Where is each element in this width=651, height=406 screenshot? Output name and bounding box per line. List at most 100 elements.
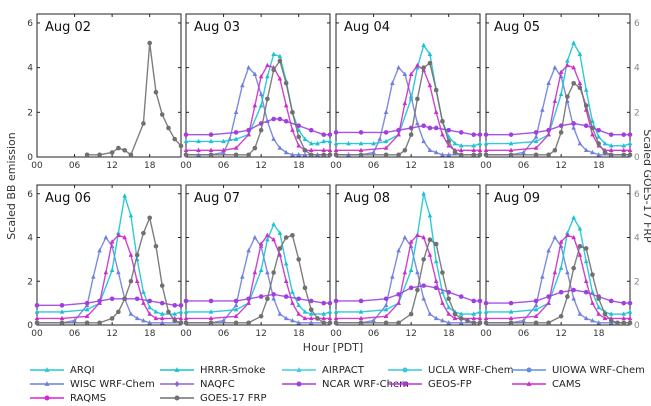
data-point xyxy=(302,285,308,291)
legend-swatch-marker xyxy=(174,381,180,387)
series-ncar-wrf-chem xyxy=(183,116,333,137)
data-point xyxy=(590,132,595,137)
data-point xyxy=(277,252,283,257)
legend-item-wisc-wrf-chem: WISC WRF-Chem xyxy=(30,379,155,390)
data-point xyxy=(141,300,146,305)
data-point xyxy=(371,317,376,323)
data-point xyxy=(408,239,414,244)
data-point xyxy=(402,269,408,275)
series-line xyxy=(486,66,630,156)
x-tick-label: 06 xyxy=(368,161,380,171)
data-point xyxy=(408,132,414,137)
data-point xyxy=(383,302,389,308)
data-point xyxy=(465,318,470,323)
data-point xyxy=(408,311,414,317)
y-tick-label-right: 0 xyxy=(634,321,640,331)
legend-label: UCLA WRF-Chem xyxy=(428,365,514,376)
data-point xyxy=(327,315,333,321)
data-point xyxy=(440,289,445,294)
y-axis-label-left: Scaled BB emission xyxy=(5,132,18,239)
data-point xyxy=(302,152,308,157)
legend-label: RAQMS xyxy=(70,393,106,404)
data-point xyxy=(477,132,483,137)
data-point xyxy=(371,149,376,155)
data-point xyxy=(440,300,445,305)
data-point xyxy=(402,100,408,106)
data-point xyxy=(208,147,214,153)
data-point xyxy=(377,136,383,141)
data-point xyxy=(427,311,433,316)
legend-label: ARQI xyxy=(70,365,95,376)
data-point xyxy=(590,317,595,323)
data-point xyxy=(265,73,270,79)
data-point xyxy=(233,109,239,115)
data-point xyxy=(296,143,301,148)
data-point xyxy=(84,320,90,326)
data-point xyxy=(153,243,159,249)
data-point xyxy=(122,193,127,198)
data-point xyxy=(477,315,483,321)
data-point xyxy=(296,320,301,325)
legend-item-uiowa-wrf-chem: UIOWA WRF-Chem xyxy=(512,365,645,376)
series-line xyxy=(186,59,330,156)
data-point xyxy=(122,234,127,240)
x-tick-label: 12 xyxy=(555,161,566,171)
data-point xyxy=(602,311,608,317)
data-point xyxy=(109,150,115,155)
y-tick-label-right: 4 xyxy=(634,234,640,244)
data-point xyxy=(558,91,564,97)
data-point xyxy=(390,274,395,279)
x-tick-label: 12 xyxy=(555,329,566,339)
legend-label: GOES-17 FRP xyxy=(200,393,267,404)
data-point xyxy=(141,230,146,236)
data-point xyxy=(583,278,589,283)
data-point xyxy=(421,257,426,262)
data-point xyxy=(208,309,214,314)
data-point xyxy=(440,118,445,124)
data-point xyxy=(590,272,595,277)
x-tick-label: 18 xyxy=(443,329,455,339)
data-point xyxy=(621,132,627,137)
data-point xyxy=(233,302,239,308)
panel-title: Aug 09 xyxy=(494,191,540,206)
data-point xyxy=(508,147,514,153)
data-point xyxy=(565,94,570,99)
data-point xyxy=(147,298,152,304)
data-point xyxy=(109,267,115,273)
data-point xyxy=(333,140,339,146)
data-point xyxy=(116,145,121,151)
y-tick-label-right: 2 xyxy=(634,277,640,287)
x-axis-label: Hour [PDT] xyxy=(303,341,363,354)
data-point xyxy=(583,123,589,129)
data-point xyxy=(290,317,295,323)
data-point xyxy=(172,136,178,142)
data-point xyxy=(483,320,489,326)
data-point xyxy=(571,265,576,271)
data-point xyxy=(358,320,364,326)
data-point xyxy=(166,125,171,131)
legend-swatch-marker xyxy=(44,395,50,401)
data-point xyxy=(533,307,539,312)
data-point xyxy=(452,315,458,321)
data-point xyxy=(233,320,239,326)
data-point xyxy=(565,62,570,68)
data-point xyxy=(233,152,239,158)
data-point xyxy=(308,320,314,325)
panel-frame xyxy=(36,13,182,158)
data-point xyxy=(446,127,451,133)
y-tick-label: 0 xyxy=(27,321,33,331)
data-point xyxy=(452,150,458,155)
data-point xyxy=(208,320,214,326)
legend-item-goes-17-frp: GOES-17 FRP xyxy=(160,393,267,404)
data-point xyxy=(571,40,576,45)
data-point xyxy=(153,315,159,321)
data-point xyxy=(533,130,539,135)
panel-title: Aug 05 xyxy=(494,20,540,35)
data-point xyxy=(333,315,339,321)
data-point xyxy=(296,296,301,302)
data-point xyxy=(208,152,214,158)
data-point xyxy=(483,152,489,158)
data-point xyxy=(452,311,458,317)
panel-title: Aug 06 xyxy=(45,191,91,206)
